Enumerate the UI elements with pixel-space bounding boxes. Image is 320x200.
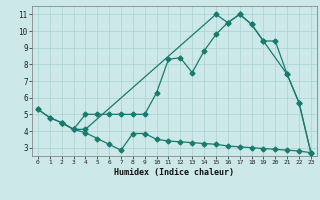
X-axis label: Humidex (Indice chaleur): Humidex (Indice chaleur) [115, 168, 234, 177]
